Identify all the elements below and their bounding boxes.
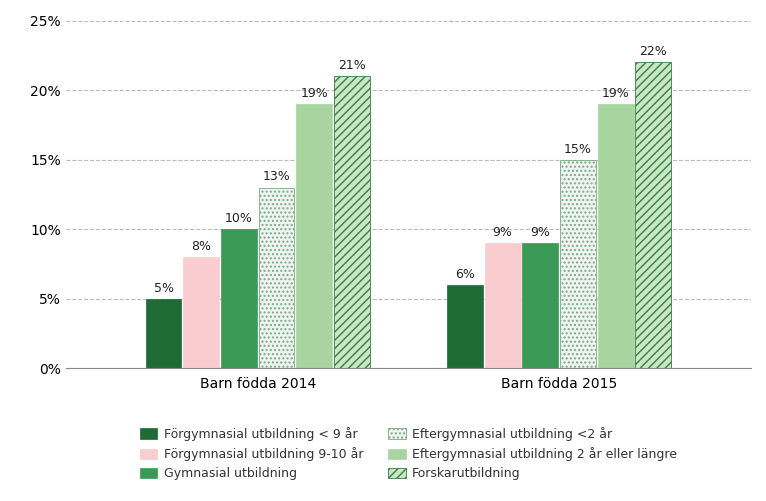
Text: 19%: 19% bbox=[300, 87, 328, 100]
Bar bbox=[447, 285, 483, 368]
Text: 9%: 9% bbox=[530, 226, 550, 239]
Text: 19%: 19% bbox=[602, 87, 630, 100]
Text: 8%: 8% bbox=[192, 240, 211, 253]
Bar bbox=[183, 257, 219, 368]
Text: 10%: 10% bbox=[225, 212, 253, 225]
Bar bbox=[597, 104, 633, 368]
Bar bbox=[296, 104, 332, 368]
Bar bbox=[221, 229, 257, 368]
Text: 9%: 9% bbox=[493, 226, 512, 239]
Text: 13%: 13% bbox=[263, 170, 290, 183]
Text: 15%: 15% bbox=[564, 142, 592, 155]
Text: 22%: 22% bbox=[640, 45, 667, 58]
Bar bbox=[522, 243, 558, 368]
Text: 21%: 21% bbox=[338, 59, 366, 72]
Bar bbox=[636, 62, 671, 368]
Bar bbox=[485, 243, 521, 368]
Text: 5%: 5% bbox=[153, 282, 174, 295]
Legend: Förgymnasial utbildning < 9 år, Förgymnasial utbildning 9-10 år, Gymnasial utbil: Förgymnasial utbildning < 9 år, Förgymna… bbox=[140, 427, 677, 480]
Bar bbox=[334, 76, 370, 368]
Bar bbox=[146, 299, 182, 368]
Bar bbox=[560, 160, 596, 368]
Bar bbox=[259, 187, 294, 368]
Text: 6%: 6% bbox=[455, 268, 475, 281]
